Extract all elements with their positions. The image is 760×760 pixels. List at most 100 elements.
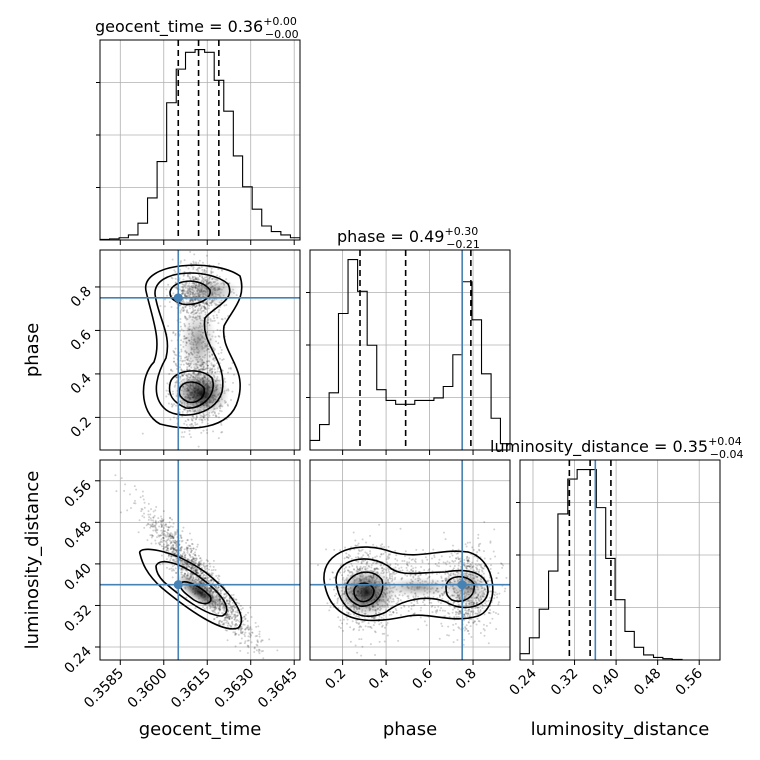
sample-point bbox=[179, 534, 182, 537]
sample-point bbox=[247, 628, 250, 631]
sample-point bbox=[194, 562, 197, 565]
sample-point bbox=[168, 373, 171, 376]
sample-point bbox=[184, 553, 187, 556]
sample-point bbox=[167, 529, 170, 532]
sample-point bbox=[361, 566, 364, 569]
sample-point bbox=[231, 381, 234, 384]
sample-point bbox=[262, 657, 265, 660]
sample-point bbox=[198, 418, 201, 421]
sample-point bbox=[178, 271, 181, 274]
sample-point bbox=[170, 545, 173, 548]
sample-point bbox=[358, 638, 361, 641]
sample-point bbox=[171, 535, 174, 538]
sample-point bbox=[161, 520, 164, 523]
sample-point bbox=[194, 570, 197, 573]
sample-point bbox=[388, 572, 391, 575]
sample-point bbox=[470, 636, 473, 639]
sample-point bbox=[186, 309, 189, 312]
sample-point bbox=[339, 571, 342, 574]
sample-point bbox=[157, 520, 160, 523]
sample-point bbox=[152, 516, 155, 519]
sample-point bbox=[482, 567, 485, 570]
sample-point bbox=[188, 532, 191, 535]
sample-point bbox=[452, 567, 455, 570]
sample-point bbox=[201, 269, 204, 272]
sample-point bbox=[198, 274, 201, 277]
sample-point bbox=[175, 559, 178, 562]
sample-point bbox=[165, 288, 168, 291]
sample-point bbox=[197, 554, 200, 557]
sample-point bbox=[463, 613, 466, 616]
sample-point bbox=[174, 561, 177, 564]
sample-point bbox=[192, 552, 195, 555]
sample-point bbox=[167, 544, 170, 547]
sample-point bbox=[166, 538, 169, 541]
sample-point bbox=[241, 607, 244, 610]
sample-point bbox=[178, 549, 181, 552]
sample-point bbox=[214, 415, 217, 418]
sample-point bbox=[260, 640, 263, 643]
sample-point bbox=[227, 610, 230, 613]
sample-point bbox=[329, 606, 332, 609]
sample-point bbox=[171, 550, 174, 553]
sample-point bbox=[240, 632, 243, 635]
sample-point bbox=[243, 623, 246, 626]
sample-point bbox=[220, 351, 223, 354]
sample-point bbox=[160, 526, 163, 529]
sample-point bbox=[185, 310, 188, 313]
sample-point bbox=[168, 539, 171, 542]
sample-point bbox=[477, 548, 480, 551]
sample-point bbox=[196, 571, 199, 574]
sample-point bbox=[468, 560, 471, 563]
sample-point bbox=[191, 560, 194, 563]
sample-point bbox=[267, 664, 269, 666]
sample-point bbox=[226, 616, 229, 619]
sample-point bbox=[223, 304, 226, 307]
2d-panel-geocent_time-luminosity_distance bbox=[100, 460, 300, 666]
sample-point bbox=[349, 613, 352, 616]
sample-point bbox=[205, 254, 208, 257]
sample-point bbox=[503, 590, 506, 593]
sample-point bbox=[366, 554, 369, 557]
sample-point bbox=[180, 560, 183, 563]
sample-point bbox=[352, 531, 355, 534]
sample-point bbox=[227, 367, 230, 370]
sample-point bbox=[246, 639, 249, 642]
sample-point bbox=[452, 608, 455, 611]
sample-point bbox=[160, 517, 163, 520]
sample-point bbox=[159, 304, 162, 307]
sample-point bbox=[190, 547, 193, 550]
sample-point bbox=[226, 403, 229, 406]
sample-point bbox=[352, 568, 355, 571]
sample-point bbox=[174, 381, 177, 384]
sample-point bbox=[453, 606, 456, 609]
sample-point bbox=[388, 570, 391, 573]
sample-point bbox=[469, 565, 472, 568]
sample-point bbox=[399, 614, 402, 617]
sample-point bbox=[154, 539, 157, 542]
sample-point bbox=[448, 555, 451, 558]
sample-point bbox=[200, 572, 203, 575]
sample-point bbox=[160, 534, 163, 537]
sample-point bbox=[212, 559, 215, 562]
sample-point bbox=[180, 368, 183, 371]
sample-point bbox=[362, 620, 365, 623]
sample-point bbox=[227, 610, 230, 613]
sample-point bbox=[219, 329, 222, 332]
sample-point bbox=[181, 567, 184, 570]
sample-point bbox=[201, 580, 204, 583]
sample-point bbox=[199, 557, 202, 560]
sample-point bbox=[171, 370, 174, 373]
sample-point bbox=[208, 369, 211, 372]
sample-point bbox=[170, 541, 173, 544]
sample-point bbox=[229, 606, 232, 609]
sample-point bbox=[191, 419, 194, 422]
sample-point bbox=[114, 474, 117, 477]
sample-point bbox=[487, 611, 490, 614]
sample-point bbox=[224, 616, 227, 619]
histogram-geocent_time bbox=[99, 48, 301, 240]
sample-point bbox=[192, 417, 195, 420]
sample-point bbox=[206, 579, 209, 582]
sample-point bbox=[370, 627, 373, 630]
